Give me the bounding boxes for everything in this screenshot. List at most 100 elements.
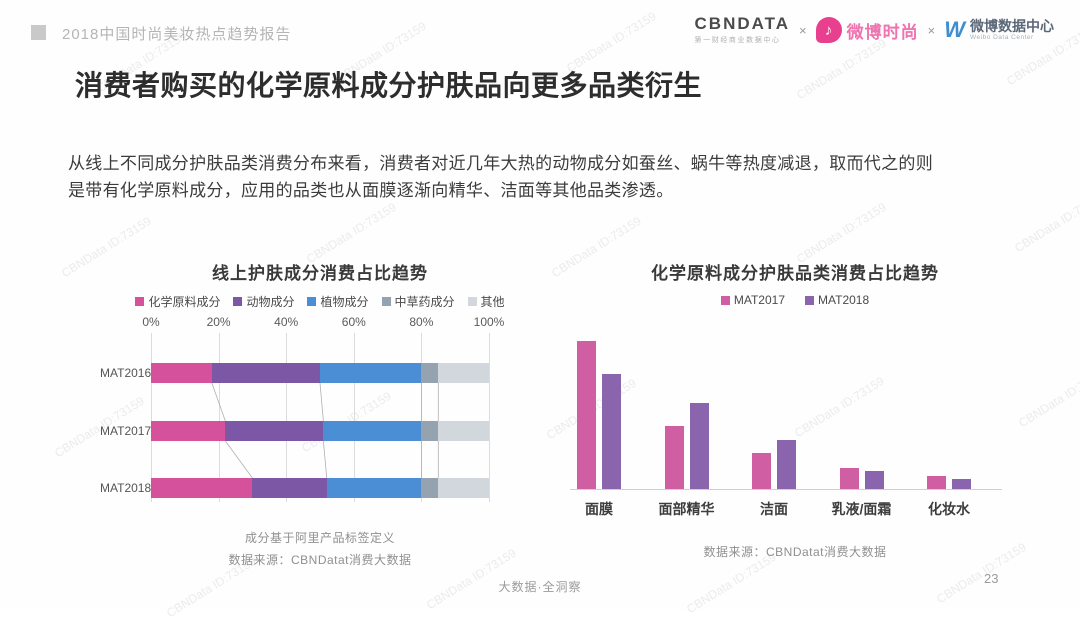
bar-segment: [438, 478, 489, 498]
row-label: MAT2018: [100, 481, 152, 495]
page-title: 消费者购买的化学原料成分护肤品向更多品类衍生: [75, 70, 703, 101]
x-tick-label: 80%: [409, 315, 434, 329]
bar-segment: [421, 363, 439, 383]
x-tick-label: 60%: [341, 315, 366, 329]
body-text: 从线上不同成分护肤品类消费分布来看，消费者对近几年大热的动物成分如蚕丝、蜗牛等热…: [68, 154, 933, 200]
x-tick-label: 0%: [142, 315, 160, 329]
bar-MAT2018: [952, 479, 971, 489]
legend-label: MAT2018: [818, 293, 870, 307]
gridline: [286, 333, 288, 502]
bar-MAT2017: [752, 452, 771, 489]
bar-MAT2017: [927, 475, 946, 489]
legend-item: 植物成分: [307, 293, 369, 310]
page-number: 23: [984, 571, 999, 586]
header-logos: CBNDATA 第一财经商业数据中心 × ♪ 微博时尚 × W 微博数据中心 W…: [695, 15, 1054, 45]
bar-segment: [225, 421, 324, 441]
bar-segment: [151, 421, 226, 441]
bar-MAT2017: [577, 340, 596, 489]
blue-w-swirl-icon: W: [944, 16, 965, 42]
x-axis-line: [570, 489, 1002, 490]
category-label: 化妆水: [928, 501, 970, 517]
weibo-data-subtitle: Weibo Data Center: [970, 34, 1034, 42]
legend-swatch: [307, 297, 317, 306]
gridline: [218, 333, 220, 502]
bar-MAT2017: [664, 426, 684, 489]
x-separator: ×: [799, 22, 807, 38]
left-chart-notes: 成分基于阿里产品标签定义 数据来源：CBNDatat消费大数据: [100, 527, 540, 571]
x-separator: ×: [927, 22, 936, 38]
bar-MAT2018: [689, 403, 709, 489]
bar-segment: [151, 478, 253, 498]
legend-label: 植物成分: [320, 295, 369, 309]
left-chart-title: 线上护肤成分消费占比趋势: [212, 264, 428, 283]
category-label: 面膜: [585, 501, 613, 517]
bar-MAT2018: [602, 373, 621, 489]
bar-segment: [438, 363, 489, 383]
legend-swatch: [720, 295, 730, 305]
bar-segment: [421, 478, 439, 498]
legend-item: MAT2018: [805, 293, 869, 307]
bar-segment: [320, 363, 422, 383]
music-note-icon: ♪: [815, 17, 842, 43]
legend-label: 动物成分: [246, 295, 295, 309]
legend-label: MAT2017: [733, 293, 785, 307]
bar-segment: [211, 363, 320, 383]
category-label: 乳液/面霜: [831, 501, 892, 517]
legend-item: 中草药成分: [381, 293, 455, 310]
right-chart: 化学原料成分护肤品类消费占比趋势 MAT2017 MAT2018 面膜 面部精华 洁面…: [565, 255, 1025, 595]
legend-swatch: [805, 295, 814, 305]
bar-segment: [421, 421, 439, 441]
report-title: 2018中国时尚美妆热点趋势报告: [62, 26, 292, 43]
row-label: MAT2016: [100, 366, 152, 380]
gridline: [151, 333, 152, 502]
footer-slogan: 大数据·全洞察: [498, 580, 582, 594]
legend-label: 其他: [480, 295, 505, 309]
weibo-fashion-logo: ♪ 微博时尚: [815, 17, 919, 43]
right-chart-note-1: 数据来源：CBNDatat消费大数据: [703, 545, 887, 559]
right-chart-notes: 数据来源：CBNDatat消费大数据: [565, 541, 1025, 563]
legend-swatch: [467, 297, 477, 306]
legend-swatch: [233, 297, 243, 306]
left-chart-plot: 0% 20% 40% 60% 80% 100% MAT2016 MAT2017 MAT2018: [100, 255, 540, 595]
legend-label: 化学原料成分: [148, 295, 221, 309]
left-chart-note-1: 成分基于阿里产品标签定义: [244, 531, 395, 545]
legend-item: 动物成分: [233, 293, 294, 310]
category-label: 洁面: [760, 501, 788, 517]
bar-segment: [151, 363, 212, 383]
left-chart-legend: 化学原料成分 动物成分 植物成分 中草药成分 其他: [100, 293, 540, 310]
left-chart: 线上护肤成分消费占比趋势 化学原料成分 动物成分 植物成分 中草药成分 其他 0% 20%…: [100, 255, 540, 595]
gridline: [353, 333, 355, 502]
right-chart-title: 化学原料成分护肤品类消费占比趋势: [651, 264, 939, 283]
weibo-fashion-wordmark: 微博时尚: [846, 22, 919, 42]
cbndata-wordmark: CBNDATA: [694, 14, 791, 33]
x-tick-label: 40%: [274, 315, 299, 329]
legend-item: 其他: [467, 293, 505, 310]
bar-MAT2018: [777, 439, 796, 489]
legend-item: 化学原料成分: [135, 293, 220, 310]
x-tick-label: 100%: [473, 315, 505, 329]
left-chart-note-2: 数据来源：CBNDatat消费大数据: [228, 553, 412, 567]
right-chart-plot: 面膜 面部精华 洁面 乳液/面霜 化妆水: [565, 255, 1025, 595]
bar-segment: [438, 421, 489, 441]
watermark: CBNData ID:73159: [1012, 188, 1080, 256]
legend-swatch: [381, 297, 391, 306]
row-label: MAT2017: [100, 424, 152, 438]
weibo-data-logo: W 微博数据中心 Weibo Data Center: [944, 16, 1054, 42]
bar-MAT2018: [864, 470, 884, 489]
bar-segment: [323, 421, 422, 441]
legend-item: MAT2017: [720, 293, 785, 307]
gridline: [489, 333, 490, 502]
weibo-data-wordmark: 微博数据中心: [970, 17, 1054, 34]
bar-MAT2017: [839, 467, 859, 489]
bar-segment: [326, 478, 422, 498]
category-label: 面部精华: [658, 501, 715, 517]
watermark: CBNData ID:73159: [794, 35, 889, 103]
x-tick-label: 20%: [206, 315, 231, 329]
watermark: CBNData ID:73159: [1016, 363, 1080, 431]
bar-segment: [252, 478, 327, 498]
header-square-icon: [31, 25, 46, 40]
legend-label: 中草药成分: [394, 295, 455, 309]
legend-swatch: [135, 297, 145, 306]
cbndata-subtitle: 第一财经商业数据中心: [694, 37, 781, 44]
